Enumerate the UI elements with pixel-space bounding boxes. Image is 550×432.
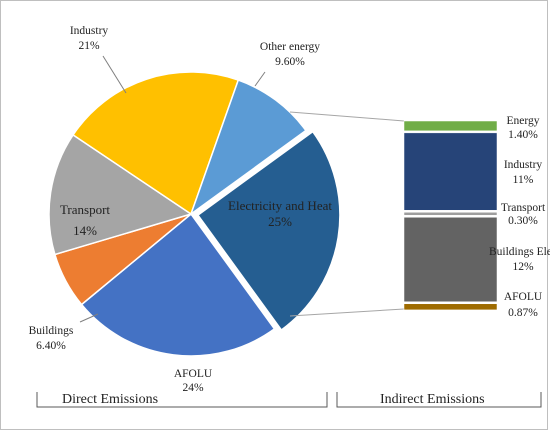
connector-top	[289, 111, 405, 122]
pie-label-electricity-and-heat: Electricity and Heat	[228, 198, 332, 213]
indirect-emissions-bracket: Indirect Emissions	[336, 392, 542, 408]
bar-segment-energy	[403, 120, 498, 132]
pie-label-industry: Industry	[70, 25, 109, 37]
indirect-emissions-label: Indirect Emissions	[380, 392, 485, 407]
bar-value-transport: 0.30%	[508, 215, 538, 227]
bar-segment-transport	[403, 212, 498, 216]
pie-to-bar-connectors	[289, 111, 405, 317]
pie-value-electricity-and-heat: 25%	[268, 214, 292, 229]
bar-label-industry: Industry	[504, 159, 543, 171]
pie-slice-industry	[72, 71, 240, 216]
bar-value-industry: 11%	[513, 174, 534, 186]
pie-label-afolu: AFOLU	[174, 368, 213, 380]
bar-segment-buildings-elec	[403, 217, 498, 303]
pie-slice-electricity-and-heat	[196, 130, 341, 332]
pie-slice-other-energy	[189, 79, 307, 217]
pie-value-buildings: 6.40%	[36, 340, 66, 352]
pie-value-afolu: 24%	[182, 382, 204, 394]
bar-label-transport: Transport	[501, 202, 546, 214]
bar-value-afolu: 0.87%	[508, 307, 538, 319]
leader-line-industry	[102, 55, 127, 94]
pie-slice-afolu	[80, 212, 276, 357]
pie-label-other-energy: Other energy	[260, 41, 320, 53]
stacked-bar-chart	[403, 120, 498, 311]
pie-value-transport: 14%	[73, 223, 97, 238]
pie-value-industry: 21%	[78, 40, 100, 52]
direct-emissions-label: Direct Emissions	[62, 392, 158, 407]
leader-line-other-energy	[254, 71, 266, 87]
bar-segment-afolu	[403, 303, 498, 311]
pie-value-other-energy: 9.60%	[275, 56, 305, 68]
pie-label-buildings: Buildings	[29, 325, 74, 337]
bar-value-energy: 1.40%	[508, 129, 538, 141]
bar-label-afolu: AFOLU	[504, 291, 543, 303]
direct-emissions-bracket: Direct Emissions	[36, 392, 328, 408]
bar-label-energy: Energy	[506, 115, 539, 127]
bar-label-buildings-elec: Buildings Elec	[489, 246, 550, 258]
connector-bottom	[289, 308, 405, 317]
pie-label-transport: Transport	[60, 202, 110, 217]
bar-value-buildings-elec: 12%	[512, 261, 534, 273]
pie-chart	[48, 71, 341, 357]
leader-line-buildings	[79, 313, 99, 323]
pie-slice-transport	[48, 133, 193, 256]
bar-segment-industry	[403, 132, 498, 211]
